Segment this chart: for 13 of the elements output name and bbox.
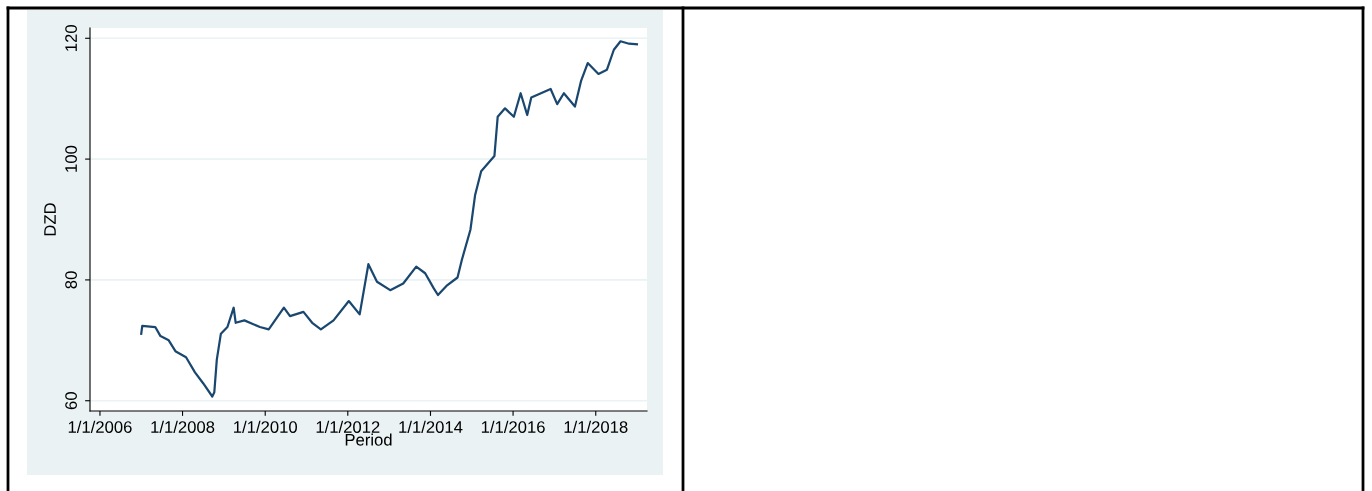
x-tick-label: 1/1/2006: [68, 420, 132, 433]
y-tick-label: 80: [65, 271, 77, 289]
x-tick-label: 1/1/2010: [234, 420, 298, 433]
y-tick-label: 60: [65, 392, 77, 410]
x-tick-label: 1/1/2016: [481, 420, 545, 433]
y-tick-label: 100: [65, 145, 77, 172]
x-tick-label: 1/1/2014: [399, 420, 463, 433]
y-axis-title: DZD: [44, 203, 56, 236]
x-axis-title: Period: [345, 433, 392, 446]
y-tick-label: 120: [65, 25, 77, 51]
x-tick-label: 1/1/2012: [316, 420, 380, 433]
x-tick-label: 1/1/2008: [151, 420, 215, 433]
x-tick-label: 1/1/2018: [564, 420, 628, 433]
